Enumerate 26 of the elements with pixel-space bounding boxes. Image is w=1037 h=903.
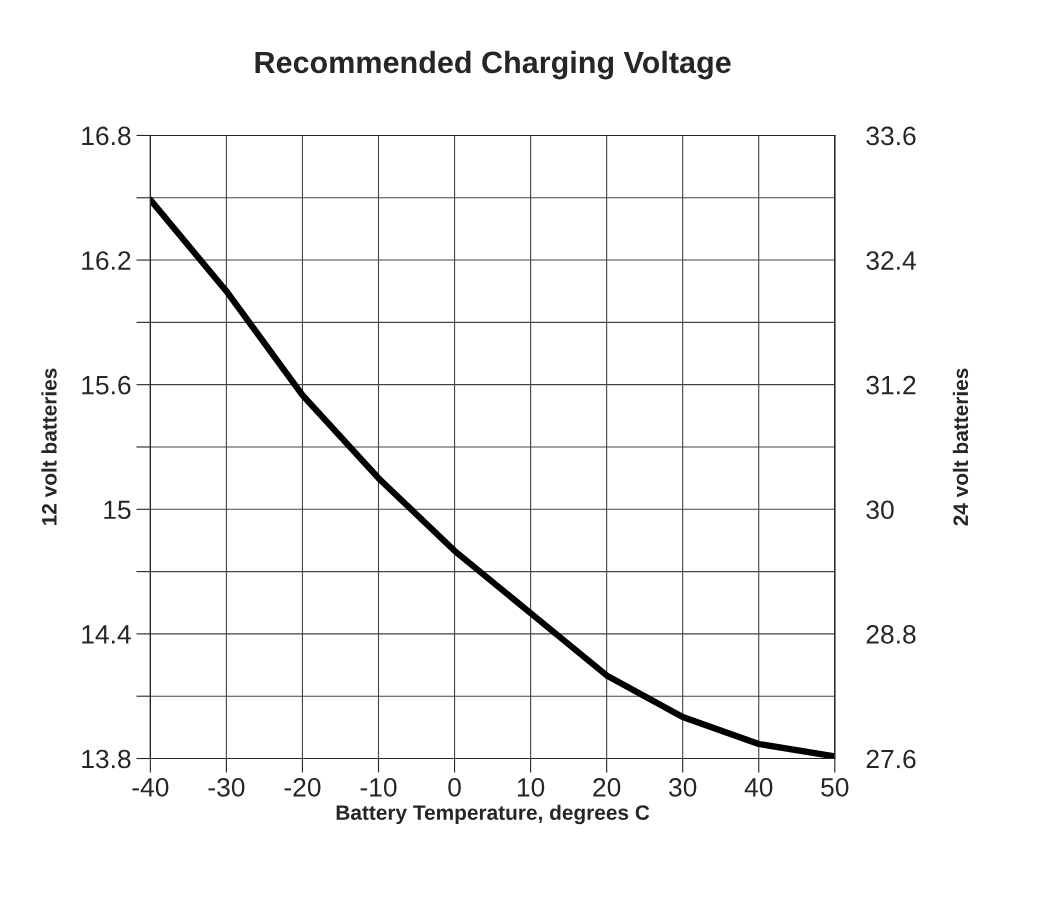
- x-tick-label: 50: [821, 777, 849, 797]
- x-tick-label: -20: [284, 777, 321, 797]
- x-axis-title: Battery Temperature, degrees C: [336, 804, 650, 825]
- y-tick-label: 14.4: [82, 625, 131, 644]
- y2-tick-label: 32.4: [866, 251, 916, 270]
- x-tick-label: 20: [593, 777, 621, 797]
- x-tick-label: -10: [360, 777, 397, 797]
- chart-title: Recommended Charging Voltage: [255, 50, 731, 80]
- y2-tick-label: 30: [866, 500, 894, 520]
- y-tick-label: 16.2: [82, 251, 131, 270]
- y2-tick-label: 28.8: [866, 625, 916, 644]
- y2-axis-title: 24 volt batteries: [952, 368, 969, 526]
- x-tick-label: 10: [517, 777, 545, 797]
- y-tick-label: 15.6: [82, 375, 131, 395]
- y2-tick-label: 33.6: [866, 126, 916, 146]
- y-axis-title: 12 volt batteries: [41, 368, 57, 525]
- y-tick-label: 16.8: [82, 126, 131, 146]
- y-tick-label: 13.8: [82, 749, 131, 769]
- x-tick-label: -40: [132, 777, 169, 797]
- y2-tick-label: 31.2: [866, 375, 916, 395]
- x-tick-label: 40: [744, 777, 773, 797]
- y2-tick-label: 27.6: [866, 749, 916, 769]
- y-tick-label: 15: [104, 500, 131, 520]
- x-tick-label: 0: [448, 777, 461, 797]
- x-tick-label: 30: [669, 777, 697, 797]
- x-tick-label: -30: [208, 777, 245, 797]
